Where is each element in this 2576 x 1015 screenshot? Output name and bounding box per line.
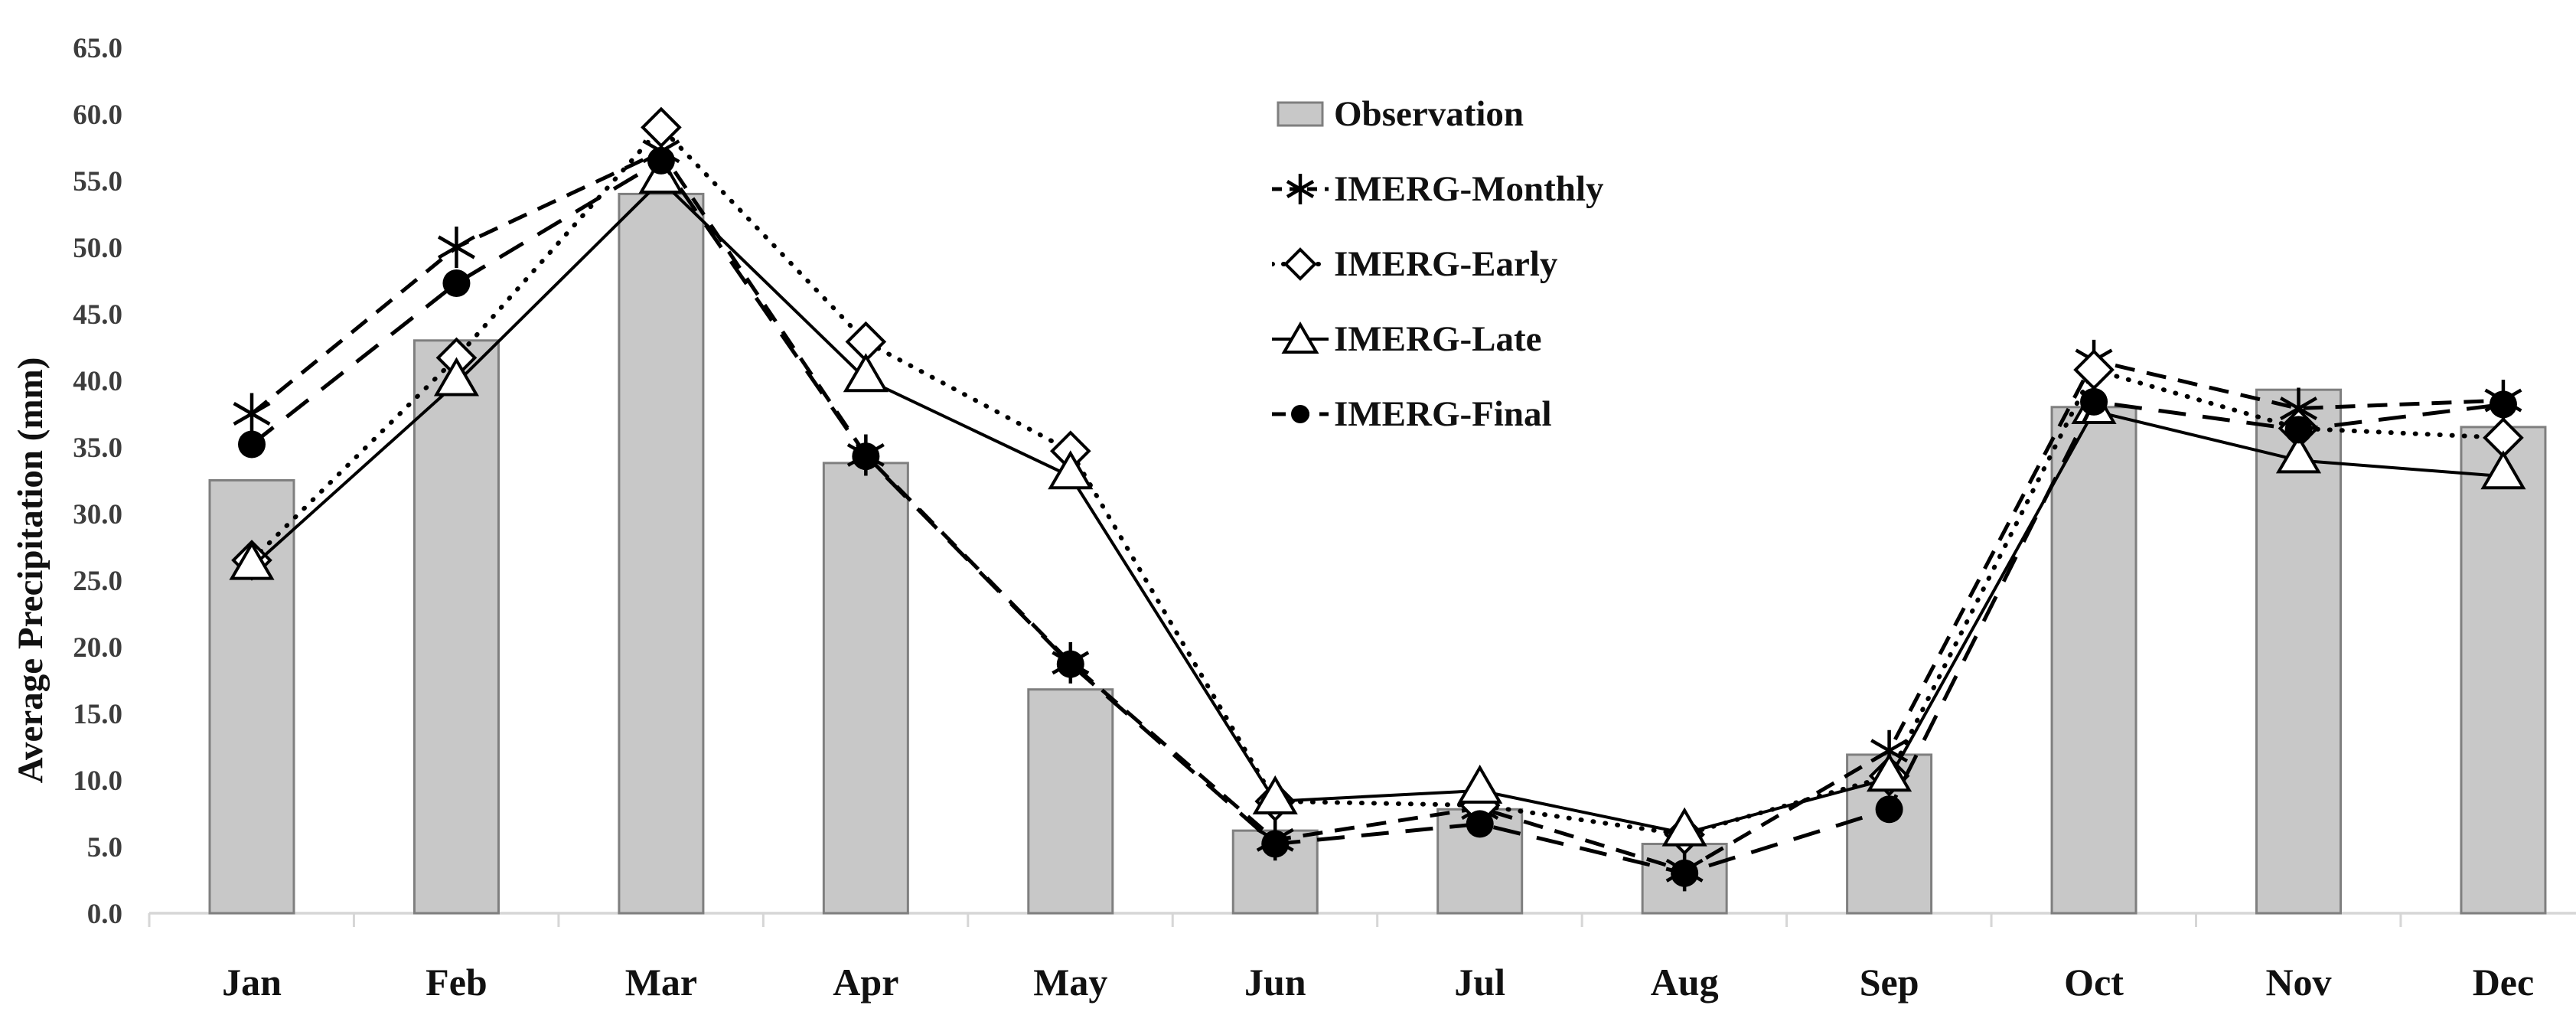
legend-item-imerg-monthly: IMERG-Monthly xyxy=(1272,165,1604,213)
marker-triangle-imerg-late xyxy=(1457,764,1503,804)
bar-nov xyxy=(2255,388,2342,915)
marker-dot-imerg-final xyxy=(2284,416,2313,444)
line-imerg-final xyxy=(250,158,2504,876)
marker-dot-imerg-final xyxy=(1466,810,1494,838)
triangle-marker-solid-line-swatch-icon xyxy=(1272,321,1329,354)
marker-dot-imerg-final xyxy=(1261,830,1290,858)
x-category-label-jul: Jul xyxy=(1454,961,1505,1004)
line-imerg-early xyxy=(249,123,2506,837)
marker-dot-imerg-final xyxy=(2080,387,2108,416)
y-tick-label: 45.0 xyxy=(73,299,122,331)
marker-dot-imerg-final xyxy=(852,442,880,471)
marker-triangle-imerg-late xyxy=(638,155,684,194)
star-marker-dash-line-swatch-icon xyxy=(1272,174,1329,204)
y-tick-label: 5.0 xyxy=(87,832,122,863)
line-imerg-late xyxy=(250,178,2504,835)
marker-star-imerg-monthly xyxy=(233,393,271,435)
y-tick-label: 20.0 xyxy=(73,632,122,664)
legend-label-imerg-final: IMERG-Final xyxy=(1334,393,1552,434)
y-tick-label: 0.0 xyxy=(87,899,122,930)
x-category-label-nov: Nov xyxy=(2265,961,2331,1004)
marker-dot-imerg-final xyxy=(1056,650,1084,678)
y-tick-label: 15.0 xyxy=(73,699,122,730)
marker-dot-imerg-final xyxy=(238,430,266,459)
y-tick-label: 40.0 xyxy=(73,366,122,397)
x-category-label-aug: Aug xyxy=(1651,961,1719,1004)
marker-dot-imerg-final xyxy=(1875,795,1903,824)
y-axis-title: Average Precipitation (mm) xyxy=(11,357,51,784)
marker-dot-imerg-final xyxy=(442,269,471,297)
marker-triangle-imerg-late xyxy=(2480,450,2526,490)
legend-item-imerg-final: IMERG-Final xyxy=(1272,390,1604,438)
x-category-label-dec: Dec xyxy=(2473,961,2535,1004)
legend-label-observation: Observation xyxy=(1334,93,1524,134)
marker-triangle-imerg-late xyxy=(2275,434,2322,474)
x-category-label-oct: Oct xyxy=(2064,961,2124,1004)
marker-triangle-imerg-late xyxy=(843,353,889,393)
x-category-label-apr: Apr xyxy=(833,961,898,1004)
observation-bar-swatch-icon xyxy=(1277,101,1324,127)
bar-mar xyxy=(618,192,705,915)
marker-triangle-imerg-late xyxy=(229,540,275,580)
marker-triangle-imerg-late xyxy=(1252,775,1298,814)
y-tick-label: 35.0 xyxy=(73,432,122,464)
legend-item-imerg-late: IMERG-Late xyxy=(1272,315,1604,363)
x-category-label-sep: Sep xyxy=(1860,961,1919,1004)
marker-star-imerg-monthly xyxy=(437,227,475,268)
y-tick-label: 65.0 xyxy=(73,33,122,64)
x-category-label-may: May xyxy=(1033,961,1107,1004)
x-category-label-mar: Mar xyxy=(625,961,697,1004)
bar-may xyxy=(1027,688,1114,915)
marker-triangle-imerg-late xyxy=(1867,752,1912,792)
bar-apr xyxy=(822,462,909,915)
bar-oct xyxy=(2050,406,2137,915)
bar-dec xyxy=(2460,426,2547,915)
legend-item-imerg-early: IMERG-Early xyxy=(1272,240,1604,288)
marker-triangle-imerg-late xyxy=(1661,807,1707,847)
bar-feb xyxy=(412,339,500,915)
y-tick-label: 10.0 xyxy=(73,765,122,797)
circle-marker-dashed-line-swatch-icon xyxy=(1272,405,1329,423)
marker-diamond-imerg-early xyxy=(641,106,682,148)
y-tick-label: 55.0 xyxy=(73,166,122,197)
y-tick-label: 50.0 xyxy=(73,233,122,264)
marker-triangle-imerg-late xyxy=(1048,450,1094,490)
marker-triangle-imerg-late xyxy=(433,357,480,397)
x-category-label-jan: Jan xyxy=(222,961,282,1004)
marker-dot-imerg-final xyxy=(1671,859,1699,887)
x-category-label-feb: Feb xyxy=(426,961,487,1004)
diamond-marker-dotted-line-swatch-icon xyxy=(1272,247,1329,281)
legend-label-imerg-late: IMERG-Late xyxy=(1334,318,1542,359)
legend-label-imerg-early: IMERG-Early xyxy=(1334,243,1558,284)
legend-label-imerg-monthly: IMERG-Monthly xyxy=(1334,168,1604,209)
y-tick-label: 25.0 xyxy=(73,566,122,597)
y-tick-label: 30.0 xyxy=(73,499,122,530)
legend: Observation IMERG-Monthly IMERG-Early xyxy=(1272,90,1604,438)
line-imerg-monthly xyxy=(250,148,2504,873)
x-category-label-jun: Jun xyxy=(1244,961,1306,1004)
marker-dot-imerg-final xyxy=(2489,390,2517,419)
y-tick-label: 60.0 xyxy=(73,100,122,131)
legend-item-observation: Observation xyxy=(1272,90,1604,138)
marker-dot-imerg-final xyxy=(647,146,675,175)
